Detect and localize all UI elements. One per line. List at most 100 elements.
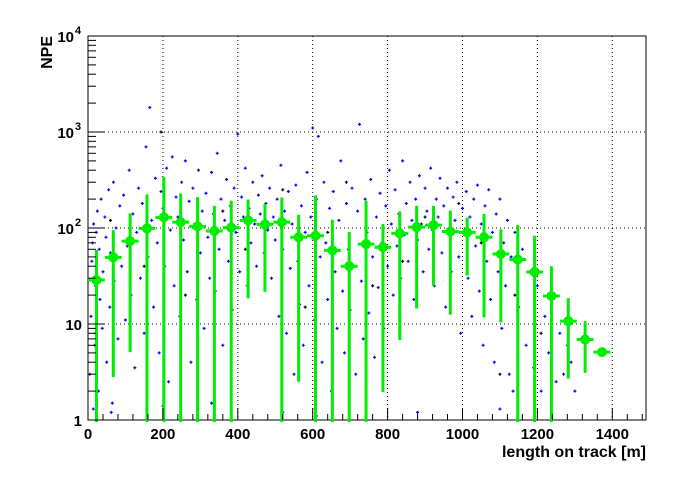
y-tick-label: 10 xyxy=(65,317,82,334)
profile-point xyxy=(344,261,355,272)
y-axis-label: NPE xyxy=(39,36,56,69)
scatter-point-other xyxy=(423,215,427,219)
scatter-point xyxy=(513,230,517,234)
scatter-point xyxy=(391,293,395,297)
scatter-point xyxy=(109,410,113,414)
y-tick-label: 1 xyxy=(74,413,82,430)
scatter-point xyxy=(498,197,502,201)
scatter-point xyxy=(438,176,442,180)
scatter-point xyxy=(104,235,108,239)
scatter-point-other xyxy=(371,284,375,288)
scatter-point xyxy=(468,215,472,219)
scatter-point xyxy=(324,241,328,245)
scatter-point xyxy=(387,168,391,172)
scatter-point xyxy=(344,201,348,205)
y-tick-exponent: 4 xyxy=(75,25,82,37)
profile-point xyxy=(91,275,102,286)
scatter-point xyxy=(275,197,279,201)
scatter-point xyxy=(116,337,120,341)
scatter-point xyxy=(111,180,115,184)
scatter-point xyxy=(427,247,431,251)
scatter-point xyxy=(127,168,131,172)
scatter-point xyxy=(283,209,287,213)
scatter-point xyxy=(316,134,320,138)
scatter-point xyxy=(189,360,193,364)
scatter-point-other xyxy=(513,293,517,297)
scatter-point xyxy=(562,372,566,376)
scatter-point xyxy=(421,270,425,274)
scatter-point xyxy=(260,174,264,178)
scatter-point xyxy=(152,305,156,309)
x-tick-label: 1000 xyxy=(446,426,479,443)
scatter-point-other xyxy=(539,331,543,335)
scatter-point xyxy=(489,297,493,301)
scatter-point xyxy=(335,326,339,330)
scatter-point xyxy=(174,195,178,199)
scatter-point xyxy=(483,204,487,208)
scatter-point xyxy=(464,190,468,193)
x-tick-label: 200 xyxy=(150,426,175,443)
scatter-point xyxy=(425,209,429,213)
scatter-point xyxy=(99,197,103,201)
scatter-point xyxy=(307,284,311,288)
scatter-point xyxy=(311,126,315,130)
scatter-point xyxy=(208,276,212,280)
profile-point xyxy=(293,232,304,243)
y-tick-exponent: 3 xyxy=(75,121,81,133)
scatter-point xyxy=(440,251,444,255)
scatter-point xyxy=(543,314,547,318)
y-tick-label: 10 xyxy=(57,125,74,142)
profile-point xyxy=(580,334,591,345)
scatter-point-other xyxy=(498,372,502,376)
scatter-point xyxy=(210,401,214,405)
scatter-point xyxy=(487,188,491,192)
scatter-point xyxy=(142,331,146,335)
scatter-point xyxy=(474,244,478,248)
scatter-point xyxy=(573,389,577,393)
scatter-point xyxy=(303,230,307,234)
profile-point xyxy=(192,221,203,232)
scatter-point xyxy=(140,201,144,205)
scatter-point xyxy=(569,360,573,364)
profile-point xyxy=(479,232,490,243)
scatter-point xyxy=(90,259,94,263)
scatter-point xyxy=(268,186,272,190)
scatter-point xyxy=(389,222,393,226)
scatter-point xyxy=(95,209,99,213)
scatter-point xyxy=(108,305,112,309)
scatter-point xyxy=(502,241,506,245)
scatter-point xyxy=(210,170,214,174)
scatter-point xyxy=(490,230,494,234)
scatter-point xyxy=(221,343,225,347)
scatter-point xyxy=(401,159,405,163)
scatter-point xyxy=(331,190,335,193)
profile-point xyxy=(512,254,523,265)
x-tick-label: 0 xyxy=(84,426,92,443)
scatter-point xyxy=(206,235,210,239)
scatter-point xyxy=(470,314,474,318)
scatter-point xyxy=(507,372,511,376)
scatter-point xyxy=(253,222,257,226)
profile-point xyxy=(563,316,574,327)
scatter-point xyxy=(504,284,508,288)
scatter-point xyxy=(350,186,354,190)
scatter-point-other xyxy=(183,293,187,297)
scatter-point xyxy=(301,343,305,347)
scatter-point xyxy=(153,176,157,180)
profile-point xyxy=(394,228,405,239)
scatter-point xyxy=(167,380,171,384)
scatter-point xyxy=(367,311,371,315)
scatter-point xyxy=(477,289,481,293)
scatter-point xyxy=(500,326,504,330)
y-tick-exponent: 2 xyxy=(75,217,81,229)
scatter-point xyxy=(148,105,152,109)
scatter-point xyxy=(204,191,208,195)
scatter-point xyxy=(305,170,309,174)
scatter-point xyxy=(372,355,376,359)
scatter-point xyxy=(271,215,275,219)
scatter-point xyxy=(185,270,189,274)
y-tick-label: 10 xyxy=(57,29,74,46)
profile-point xyxy=(377,242,388,253)
scatter-point xyxy=(159,190,163,193)
